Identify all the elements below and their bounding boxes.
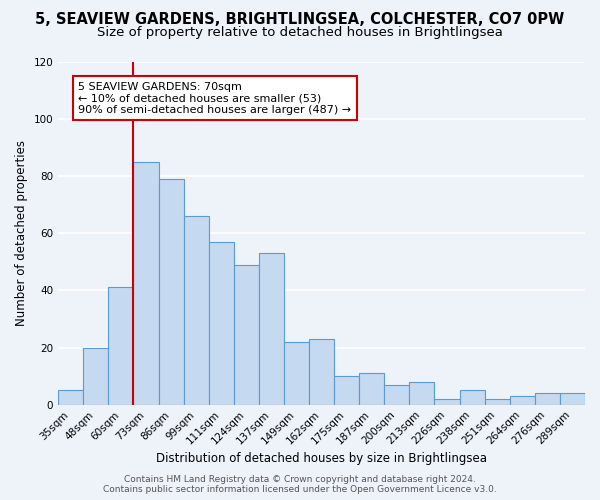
Bar (560, 394, 585, 404)
Text: Contains HM Land Registry data © Crown copyright and database right 2024.
Contai: Contains HM Land Registry data © Crown c… (103, 474, 497, 494)
Bar (158, 179, 184, 404)
Bar (209, 242, 234, 404)
Bar (359, 374, 385, 404)
Bar (510, 396, 535, 404)
Bar (460, 390, 485, 404)
Bar (385, 384, 409, 404)
X-axis label: Distribution of detached houses by size in Brightlingsea: Distribution of detached houses by size … (156, 452, 487, 465)
Bar (409, 382, 434, 404)
Text: Size of property relative to detached houses in Brightlingsea: Size of property relative to detached ho… (97, 26, 503, 39)
Bar (133, 162, 158, 404)
Bar (58, 390, 83, 404)
Bar (83, 348, 109, 405)
Bar (259, 253, 284, 404)
Text: 5, SEAVIEW GARDENS, BRIGHTLINGSEA, COLCHESTER, CO7 0PW: 5, SEAVIEW GARDENS, BRIGHTLINGSEA, COLCH… (35, 12, 565, 28)
Bar (485, 399, 510, 404)
Bar (535, 394, 560, 404)
Bar (234, 264, 259, 404)
Bar (434, 399, 460, 404)
Bar (284, 342, 309, 404)
Y-axis label: Number of detached properties: Number of detached properties (15, 140, 28, 326)
Bar (109, 288, 133, 405)
Bar (184, 216, 209, 404)
Bar (334, 376, 359, 404)
Bar (309, 339, 334, 404)
Text: 5 SEAVIEW GARDENS: 70sqm
← 10% of detached houses are smaller (53)
90% of semi-d: 5 SEAVIEW GARDENS: 70sqm ← 10% of detach… (78, 82, 352, 114)
